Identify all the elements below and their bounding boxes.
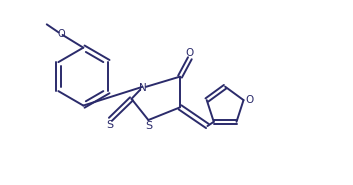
Text: O: O bbox=[245, 95, 254, 105]
Text: O: O bbox=[58, 29, 65, 39]
Text: S: S bbox=[106, 120, 113, 130]
Text: O: O bbox=[186, 48, 194, 58]
Text: S: S bbox=[145, 121, 152, 131]
Text: N: N bbox=[139, 83, 147, 93]
